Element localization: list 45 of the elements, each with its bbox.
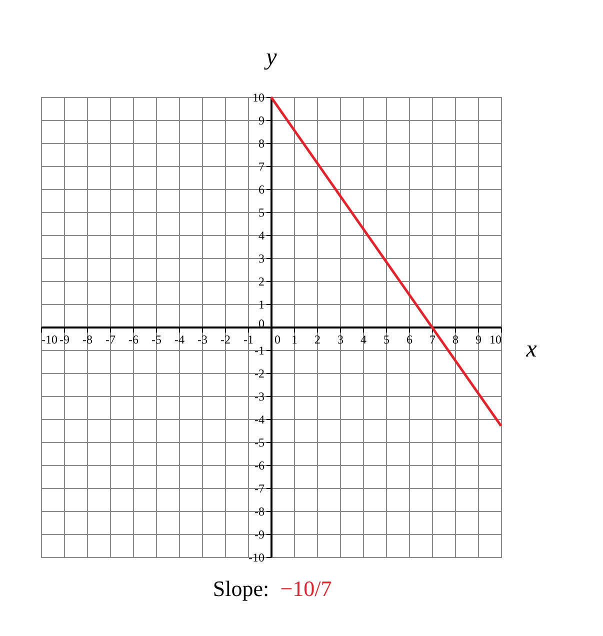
y-tick-label: -10 <box>248 550 264 564</box>
x-tick-label: 6 <box>406 332 412 346</box>
y-tick-label: -5 <box>254 436 264 450</box>
x-tick-label: 7 <box>430 332 436 346</box>
y-tick-label: -6 <box>254 458 264 472</box>
x-tick-label: -10 <box>42 332 58 346</box>
y-tick-label: -3 <box>254 390 264 404</box>
x-tick-label: -2 <box>220 332 230 346</box>
x-tick-label: -5 <box>152 332 162 346</box>
x-tick-label: 10 <box>490 332 502 346</box>
x-tick-label: 1 <box>292 332 298 346</box>
y-tick-label: -8 <box>254 504 264 518</box>
x-tick-label: -9 <box>60 332 70 346</box>
x-tick-label: -3 <box>198 332 208 346</box>
x-tick-label: 5 <box>384 332 390 346</box>
x-tick-label: 9 <box>476 332 482 346</box>
x-tick-label: 3 <box>338 332 344 346</box>
x-tick-label: 8 <box>452 332 458 346</box>
x-tick-label: -8 <box>82 332 92 346</box>
x-tick-label: 2 <box>314 332 320 346</box>
y-tick-label: 4 <box>258 228 264 242</box>
y-tick-label: -1 <box>254 344 264 358</box>
x-tick-label: -7 <box>106 332 116 346</box>
text: −10/7 <box>280 576 332 601</box>
x-tick-label: -4 <box>174 332 184 346</box>
x-tick-label: -6 <box>128 332 138 346</box>
y-tick-label: -7 <box>254 482 264 496</box>
y-tick-label: 6 <box>258 182 264 196</box>
x-tick-label: 4 <box>360 332 366 346</box>
y-tick-label: 2 <box>258 274 264 288</box>
x-axis-title: x <box>525 336 538 362</box>
y-axis-title: y <box>264 44 278 70</box>
x-tick-label: 0 <box>274 332 280 346</box>
x-tick-label: -1 <box>244 332 254 346</box>
y-tick-label: -2 <box>254 366 264 380</box>
y-tick-label: 8 <box>258 136 264 150</box>
y-tick-label: 5 <box>258 206 264 220</box>
text: Slope: <box>212 576 270 601</box>
y-tick-label: 7 <box>258 160 264 174</box>
y-tick-label: -4 <box>254 412 264 426</box>
y-tick-label: 1 <box>258 298 264 312</box>
y-tick-label: 9 <box>258 114 264 128</box>
y-tick-label: 10 <box>252 90 264 104</box>
y-tick-label: 3 <box>258 252 264 266</box>
y-tick-label: -9 <box>254 528 264 542</box>
